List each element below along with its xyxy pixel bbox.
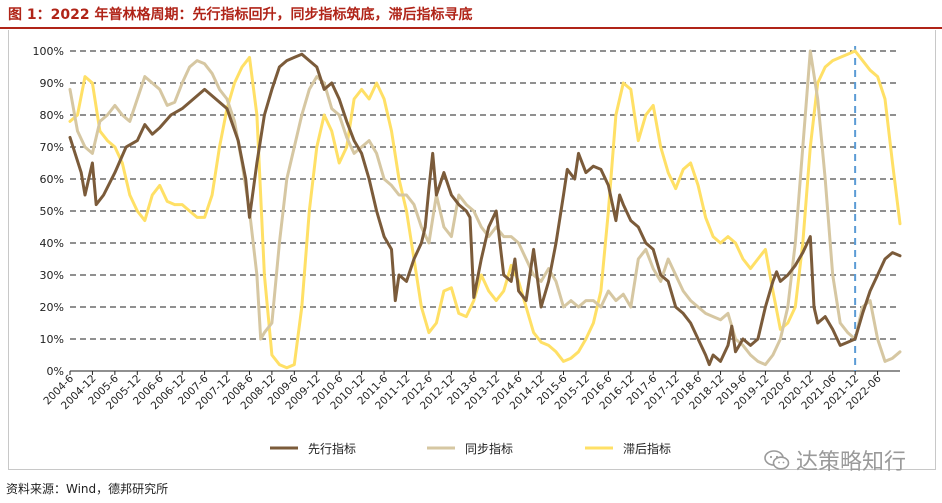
y-tick-label: 70% xyxy=(40,141,64,154)
wechat-icon xyxy=(764,450,790,470)
y-tick-label: 20% xyxy=(40,301,64,314)
chart-frame xyxy=(8,30,936,470)
legend-label: 滞后指标 xyxy=(623,441,671,456)
watermark: 达策略知行 xyxy=(764,444,906,476)
title-divider xyxy=(0,27,942,29)
series-line-lagging xyxy=(68,49,902,370)
y-tick-label: 40% xyxy=(40,237,64,250)
legend-label: 先行指标 xyxy=(308,441,356,456)
y-tick-label: 0% xyxy=(47,365,64,378)
source-note: 资料来源：Wind，德邦研究所 xyxy=(6,482,169,496)
y-tick-label: 30% xyxy=(40,269,64,282)
y-tick-label: 10% xyxy=(40,333,64,346)
y-tick-label: 90% xyxy=(40,77,64,90)
chart-title: 图 1：2022 年普林格周期：先行指标回升，同步指标筑底，滞后指标寻底 xyxy=(8,7,473,23)
y-tick-label: 100% xyxy=(33,45,64,58)
y-tick-label: 50% xyxy=(40,205,64,218)
y-tick-label: 60% xyxy=(40,173,64,186)
series-line-leading xyxy=(68,52,902,367)
y-tick-label: 80% xyxy=(40,109,64,122)
series-line-coincident xyxy=(68,49,902,367)
watermark-text: 达策略知行 xyxy=(796,450,907,475)
legend-label: 同步指标 xyxy=(465,441,513,456)
